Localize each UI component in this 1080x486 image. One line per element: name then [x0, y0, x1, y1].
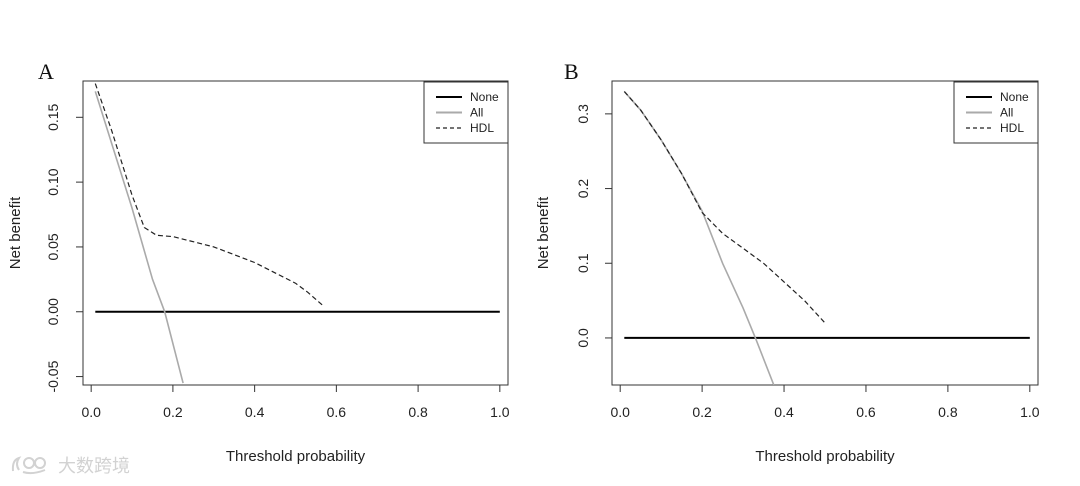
- x-axis-title: Threshold probability: [226, 448, 366, 465]
- series-line-all: [94, 91, 184, 384]
- x-tick-label: 0.8: [408, 404, 428, 420]
- x-tick-label: 0.2: [692, 404, 712, 420]
- x-axis-title: Threshold probability: [755, 448, 895, 465]
- legend-box: [953, 81, 1039, 144]
- x-tick-label: 1.0: [490, 404, 510, 420]
- x-tick-label: 0.0: [81, 404, 101, 420]
- y-tick-label: 0.1: [575, 253, 591, 273]
- legend-label: All: [1000, 106, 1013, 120]
- y-axis-title: Net benefit: [7, 196, 24, 269]
- legend-label: HDL: [470, 121, 494, 135]
- watermark: 大数跨境: [10, 452, 130, 478]
- y-tick-label: 0.0: [575, 328, 591, 348]
- brand-logo-icon: [11, 456, 46, 475]
- plot-frame: [611, 80, 1039, 386]
- legend-label: None: [1000, 90, 1029, 104]
- series-line-hdl: [94, 83, 325, 308]
- x-tick-label: 0.4: [245, 404, 265, 420]
- x-tick-label: 0.6: [856, 404, 876, 420]
- panel-a: A 0.0 0.2 0.4 0.6 0.8 1.0 -0.05 0.00 0.05 0.10 0.15…: [7, 59, 510, 465]
- x-tick-label: 0.2: [163, 404, 183, 420]
- y-tick-label: 0.15: [45, 103, 61, 130]
- legend-label: None: [470, 90, 499, 104]
- series-line-hdl: [623, 91, 826, 324]
- y-tick-label: -0.05: [45, 360, 61, 392]
- panel-b: B 0.0 0.2 0.4 0.6 0.8 1.0 0.0 0.1 0.2 0.3 Threshold…: [535, 59, 1040, 465]
- y-tick-label: 0.2: [575, 179, 591, 199]
- series-group: [623, 90, 1030, 385]
- series-group: [94, 83, 500, 384]
- panel-letter: A: [38, 59, 54, 84]
- x-tick-label: 0.4: [774, 404, 794, 420]
- plot-frame: [82, 80, 509, 386]
- y-tick-label: 0.3: [575, 104, 591, 124]
- y-tick-label: 0.00: [45, 298, 61, 325]
- y-axis-title: Net benefit: [535, 196, 552, 269]
- x-tick-label: 1.0: [1020, 404, 1040, 420]
- y-tick-label: 0.05: [45, 233, 61, 260]
- panel-letter: B: [564, 59, 579, 84]
- watermark-text: 大数跨境: [58, 456, 130, 477]
- series-line-all: [623, 90, 775, 385]
- x-tick-label: 0.0: [610, 404, 630, 420]
- legend-label: HDL: [1000, 121, 1024, 135]
- x-tick-label: 0.6: [327, 404, 347, 420]
- x-tick-label: 0.8: [938, 404, 958, 420]
- legend-label: All: [470, 106, 483, 120]
- y-tick-label: 0.10: [45, 168, 61, 195]
